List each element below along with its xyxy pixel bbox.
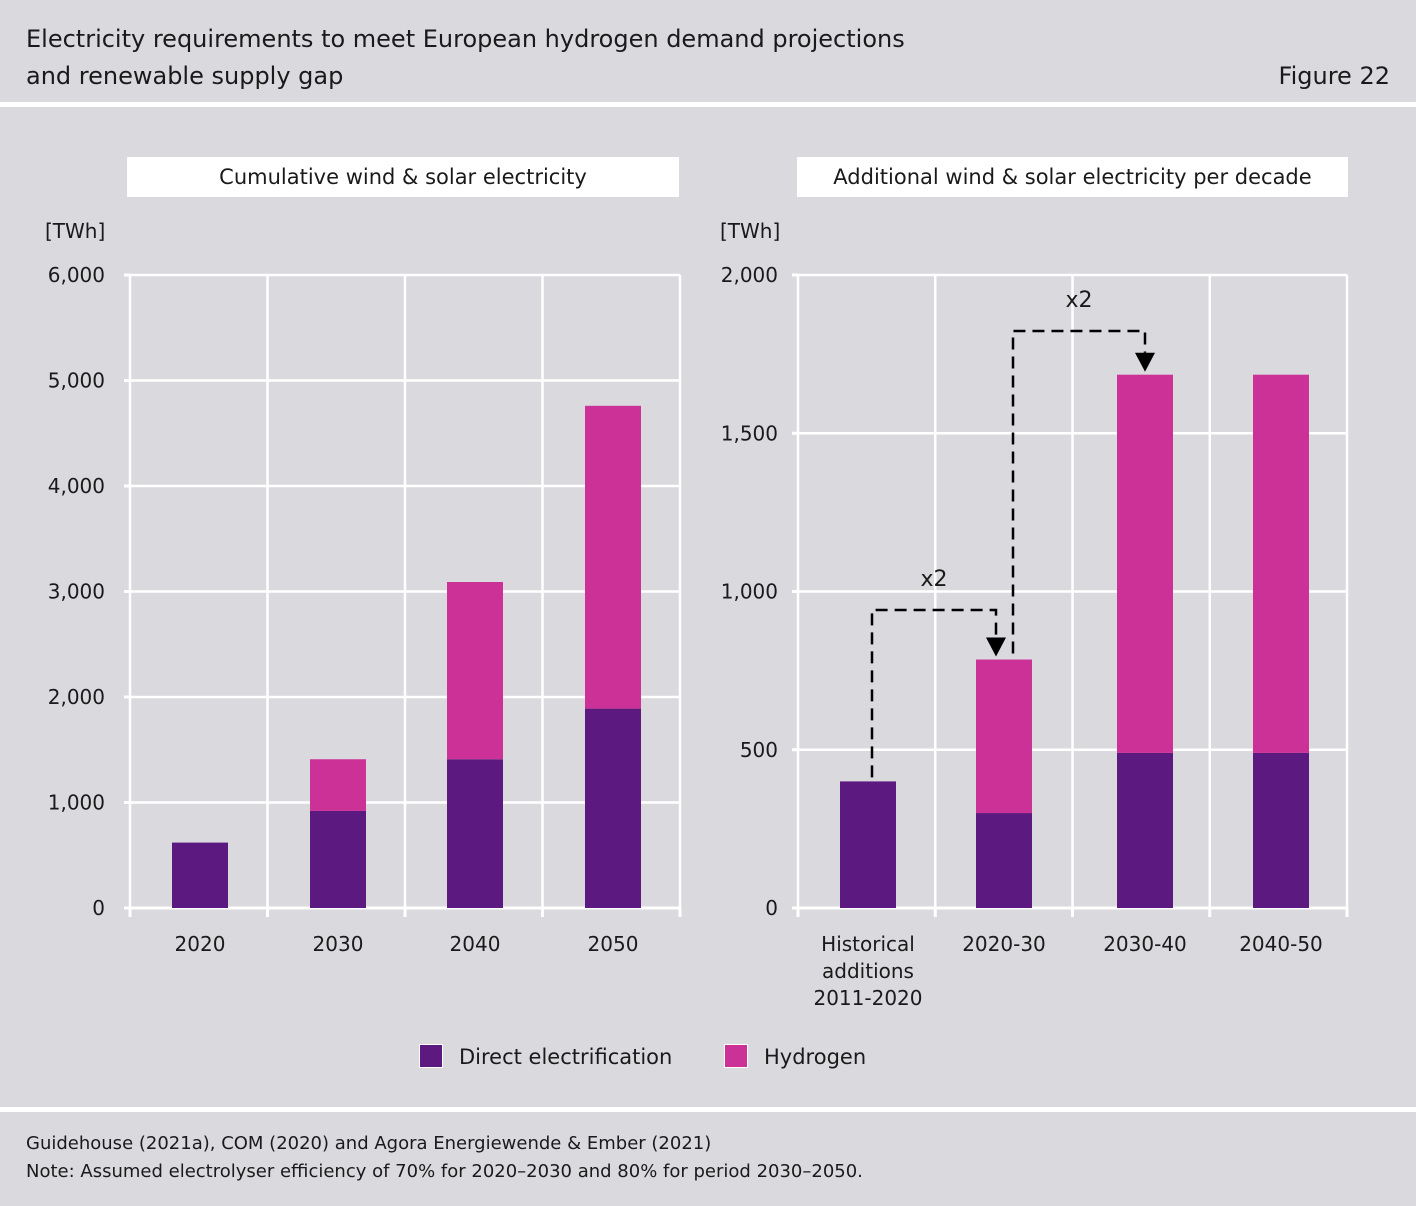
cumulative-x-tick-label: 2030: [313, 932, 364, 956]
cumulative-y-tick-label: 1,000: [48, 791, 105, 815]
decade-bar-direct: [976, 813, 1032, 908]
left-panel-title: Cumulative wind & solar electricity: [127, 157, 679, 197]
doubling-label: x2: [920, 567, 947, 592]
doubling-arrow-head: [1135, 352, 1155, 372]
cumulative-x-tick-label: 2040: [450, 932, 501, 956]
cumulative-bar-hydrogen: [585, 405, 641, 709]
cumulative-x-tick-label: 2050: [588, 932, 639, 956]
cumulative-x-tick-label: 2020: [175, 932, 226, 956]
cumulative-y-tick-label: 6,000: [48, 263, 105, 287]
decade-x-tick-label: 2020-30: [962, 932, 1046, 956]
figure-header: Electricity requirements to meet Europea…: [0, 0, 1416, 104]
decade-bar-direct: [1117, 752, 1173, 908]
decade-x-tick-label: 2030-40: [1103, 932, 1187, 956]
cumulative-bar-hydrogen: [447, 582, 503, 760]
decade-y-tick-label: 1,500: [721, 421, 778, 445]
doubling-label: x2: [1065, 288, 1092, 313]
decade-x-tick-label: Historical: [821, 932, 915, 956]
cumulative-y-tick-label: 4,000: [48, 474, 105, 498]
cumulative-bar-direct: [447, 759, 503, 908]
decade-y-tick-label: 0: [765, 896, 778, 920]
decade-y-tick-label: 2,000: [721, 263, 778, 287]
cumulative-y-tick-label: 5,000: [48, 369, 105, 393]
cumulative-y-axis-unit: [TWh]: [45, 219, 105, 243]
cumulative-y-tick-label: 0: [92, 896, 105, 920]
cumulative-bar-direct: [310, 810, 366, 908]
decade-bar-direct: [840, 781, 896, 908]
legend-label-hydrogen: Hydrogen: [764, 1045, 867, 1069]
decade-bar-hydrogen: [1253, 374, 1309, 753]
footer-divider: [0, 1107, 1416, 1112]
decade-bar-hydrogen: [1117, 374, 1173, 753]
decade-y-tick-label: 500: [740, 738, 778, 762]
doubling-arrow-connector: [1011, 329, 1147, 654]
legend-label-direct: Direct electrification: [459, 1045, 673, 1069]
cumulative-bar-direct: [172, 842, 228, 908]
right-panel-title: Additional wind & solar electricity per …: [797, 157, 1348, 197]
source-text: Guidehouse (2021a), COM (2020) and Agora…: [26, 1133, 712, 1154]
cumulative-y-tick-label: 2,000: [48, 685, 105, 709]
doubling-arrow-head: [986, 637, 1006, 657]
figure-title-line-2: and renewable supply gap: [26, 62, 344, 90]
decade-y-tick-label: 1,000: [721, 580, 778, 604]
legend-swatch-direct: [419, 1044, 443, 1068]
figure-title-line-1: Electricity requirements to meet Europea…: [26, 25, 905, 53]
figure-number: Figure 22: [1278, 62, 1390, 90]
decade-x-tick-label: 2011-2020: [813, 986, 922, 1010]
cumulative-y-tick-label: 3,000: [48, 580, 105, 604]
doubling-arrow-connector: [870, 608, 998, 778]
decade-x-tick-label: 2040-50: [1239, 932, 1323, 956]
header-divider: [0, 102, 1416, 107]
decade-bar-hydrogen: [976, 659, 1032, 814]
note-text: Note: Assumed electrolyser efficiency of…: [26, 1161, 863, 1182]
decade-x-tick-label: additions: [822, 959, 914, 983]
legend-swatch-hydrogen: [724, 1044, 748, 1068]
decade-y-axis-unit: [TWh]: [720, 219, 780, 243]
decade-bar-direct: [1253, 752, 1309, 908]
cumulative-bar-hydrogen: [310, 759, 366, 811]
cumulative-bar-direct: [585, 708, 641, 908]
